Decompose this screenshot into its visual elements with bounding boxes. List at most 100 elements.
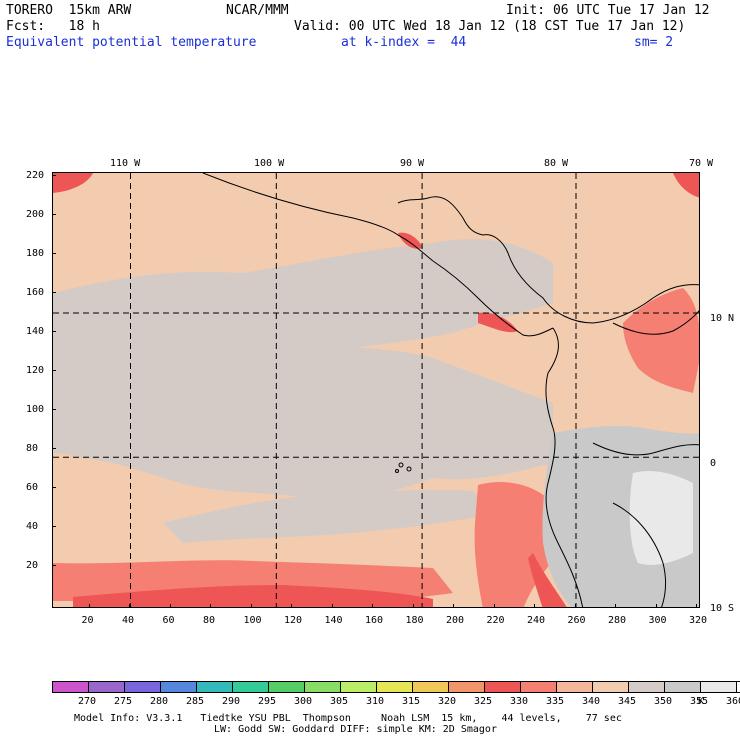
lat-label-10n: 10 N: [710, 313, 735, 324]
field-region-335-caribbean: [623, 288, 699, 393]
colorbar-label: 305: [330, 696, 349, 707]
x-tick-label: 280: [608, 615, 627, 626]
y-tick-label: 20: [26, 560, 39, 571]
colorbar-swatch: [557, 682, 593, 692]
field-region-330-nw: [53, 173, 93, 193]
field-region-345-south: [163, 489, 493, 543]
x-tick-mark: [88, 604, 90, 608]
colorbar-swatch: [413, 682, 449, 692]
colorbar-unit: K: [698, 696, 705, 707]
colorbar-swatch: [161, 682, 197, 692]
x-tick-label: 240: [527, 615, 546, 626]
x-tick-mark: [291, 604, 292, 608]
x-tick-mark: [250, 604, 252, 608]
y-tick-label: 100: [26, 404, 45, 415]
x-tick-mark: [210, 604, 211, 608]
colorbar-label: 310: [366, 696, 385, 707]
colorbar-swatch: [593, 682, 629, 692]
x-tick-label: 100: [243, 615, 262, 626]
colorbar-swatch: [125, 682, 161, 692]
x-tick-label: 80: [203, 615, 216, 626]
y-tick-mark: [52, 448, 56, 449]
y-tick-label: 180: [26, 248, 45, 259]
colorbar-swatch: [701, 682, 737, 692]
x-tick-mark: [412, 604, 414, 608]
model-info-line1: Model Info: V3.3.1 Tiedtke YSU PBL Thomp…: [74, 713, 622, 724]
lon-label-80w: 80 W: [544, 158, 569, 169]
coastline-yucatan: [397, 196, 699, 324]
colorbar-label: 300: [294, 696, 313, 707]
field-region-330-ne: [673, 173, 699, 198]
y-tick-mark: [52, 331, 56, 332]
colorbar: [52, 681, 740, 693]
y-tick-mark: [52, 526, 56, 527]
galapagos-island: [398, 462, 404, 468]
colorbar-label: 325: [474, 696, 493, 707]
map-panel: [52, 172, 700, 608]
field-region-330-costa-rica: [478, 312, 518, 333]
colorbar-label: 320: [438, 696, 457, 707]
colorbar-swatch: [233, 682, 269, 692]
x-tick-mark: [129, 604, 130, 608]
colorbar-label: 330: [510, 696, 529, 707]
colorbar-swatch: [89, 682, 125, 692]
lat-label-0: 0: [710, 458, 717, 469]
y-tick-label: 60: [26, 482, 39, 493]
lat-label-10s: 10 S: [710, 603, 735, 614]
x-tick-label: 220: [486, 615, 505, 626]
x-tick-label: 20: [81, 615, 94, 626]
colorbar-swatch: [485, 682, 521, 692]
coastline-mexico: [202, 173, 434, 262]
y-tick-mark: [52, 175, 56, 176]
x-tick-mark: [169, 604, 171, 608]
x-tick-mark: [331, 604, 333, 608]
coastline-central-america: [432, 260, 554, 337]
y-tick-label: 160: [26, 287, 45, 298]
field-region-land-sa-high: [629, 471, 693, 565]
colorbar-swatch: [197, 682, 233, 692]
x-tick-mark: [655, 604, 657, 608]
x-tick-mark: [534, 604, 535, 608]
forecast-hour: Fcst: 18 h: [6, 19, 100, 34]
x-tick-label: 40: [122, 615, 135, 626]
lon-label-100w: 100 W: [254, 158, 285, 169]
x-tick-mark: [696, 604, 697, 608]
model-info-line2: LW: Godd SW: Goddard DIFF: simple KM: 2D…: [214, 724, 497, 735]
x-tick-mark: [574, 604, 576, 608]
colorbar-label: 315: [402, 696, 421, 707]
coastline-caribbean-sa: [612, 309, 699, 335]
field-region-330-guatemala: [398, 232, 423, 249]
galapagos-island: [406, 466, 412, 472]
x-tick-label: 200: [446, 615, 465, 626]
theta-e-field-map: [53, 173, 699, 607]
x-tick-label: 60: [162, 615, 175, 626]
y-tick-label: 40: [26, 521, 39, 532]
colorbar-label: 270: [78, 696, 97, 707]
field-region-330-peru: [528, 553, 567, 607]
colorbar-label: 290: [222, 696, 241, 707]
x-tick-label: 180: [405, 615, 424, 626]
x-tick-label: 320: [689, 615, 708, 626]
border-andes-inner: [592, 442, 699, 456]
y-tick-label: 80: [26, 443, 39, 454]
lon-label-70w: 70 W: [689, 158, 714, 169]
x-tick-mark: [615, 604, 616, 608]
x-tick-label: 160: [365, 615, 384, 626]
y-tick-mark: [52, 565, 56, 566]
x-tick-label: 300: [648, 615, 667, 626]
colorbar-swatch: [521, 682, 557, 692]
colorbar-label: 335: [546, 696, 565, 707]
colorbar-swatch: [665, 682, 701, 692]
y-tick-label: 220: [26, 170, 45, 181]
colorbar-swatch: [629, 682, 665, 692]
colorbar-label: 295: [258, 696, 277, 707]
border-sa-interior: [612, 502, 667, 607]
colorbar-label: 350: [654, 696, 673, 707]
y-tick-mark: [52, 253, 56, 254]
colorbar-swatch: [377, 682, 413, 692]
x-tick-label: 120: [284, 615, 303, 626]
model-title: TORERO 15km ARW: [6, 3, 132, 18]
colorbar-label: 360: [726, 696, 740, 707]
y-tick-label: 140: [26, 326, 45, 337]
colorbar-swatch: [269, 682, 305, 692]
